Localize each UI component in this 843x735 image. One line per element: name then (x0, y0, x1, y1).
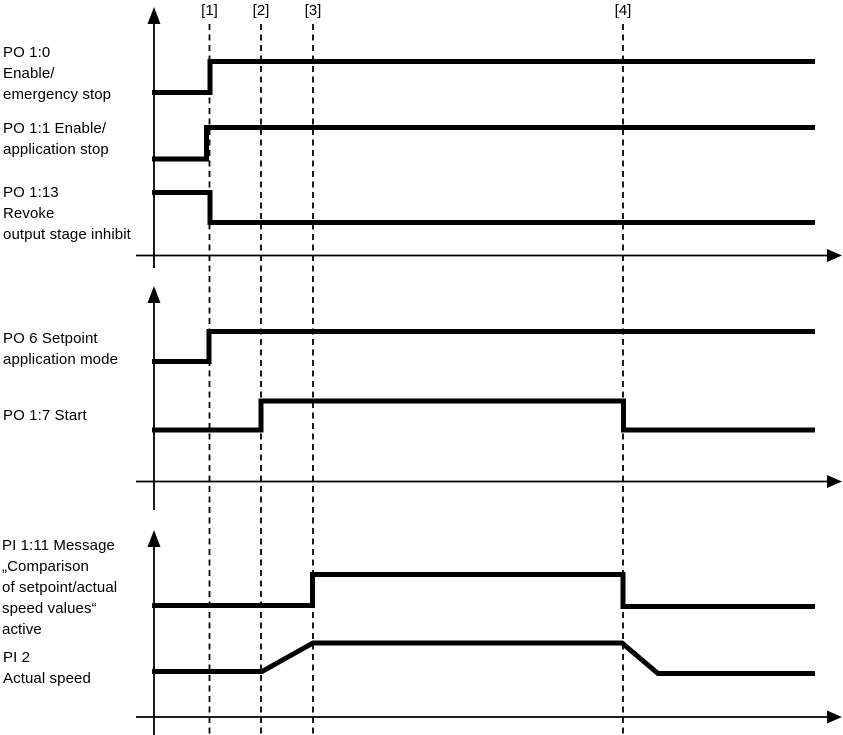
marker-label-2: [2] (252, 2, 270, 19)
signal-label-po-6: PO 6 Setpoint application mode (3, 330, 119, 368)
y-axis-arrowhead-icon-3 (147, 530, 161, 547)
signal-label-pi-2: PI 2 Actual speed (3, 649, 91, 687)
signal-label-po-1-0: PO 1:0 Enable/ emergency stop (3, 44, 112, 103)
x-axis-arrowhead-icon-2 (827, 475, 842, 488)
y-axis-arrowhead-icon-2 (147, 286, 161, 303)
signal-label-pi-1-11: PI 1:11 Message „Comparison of setpoint/… (2, 537, 118, 638)
waveform-pi-2 (152, 640, 815, 676)
x-axis-arrowhead-icon-1 (827, 249, 842, 262)
marker-label-4: [4] (614, 2, 632, 19)
signal-label-po-1-13: PO 1:13 Revoke output stage inhibit (3, 184, 131, 243)
signal-label-po-1-7: PO 1:7 Start (3, 407, 87, 424)
x-axis-arrowhead-icon-3 (827, 710, 842, 724)
waveform-po-6 (152, 329, 815, 364)
signal-label-po-1-1: PO 1:1 Enable/ application stop (3, 120, 109, 158)
waveform-po-1-7 (152, 398, 815, 433)
waveform-po-1-1 (152, 125, 815, 162)
marker-label-3: [3] (304, 2, 322, 19)
waveform-po-1-0 (152, 59, 815, 95)
waveform-pi-1-11 (152, 572, 815, 609)
y-axis-arrowhead-icon-1 (147, 7, 161, 24)
waveform-po-1-13 (152, 190, 815, 225)
marker-label-1: [1] (201, 2, 218, 19)
